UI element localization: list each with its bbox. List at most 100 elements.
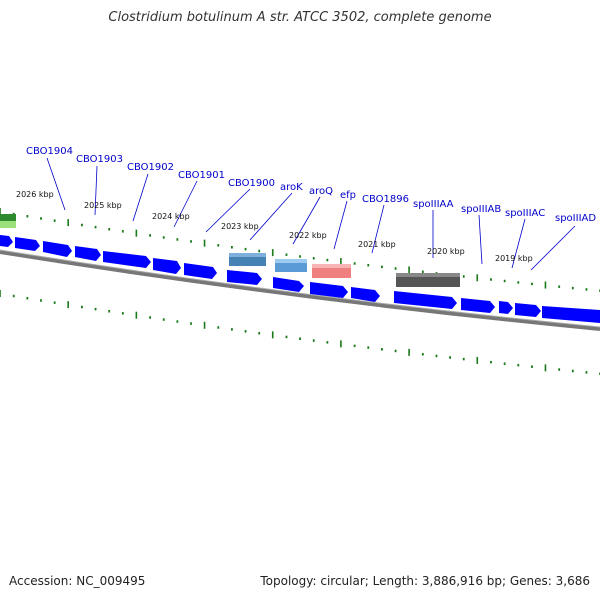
tick-mark (285, 253, 288, 256)
kbp-label: 2019 kbp (495, 254, 533, 263)
tick-mark (244, 247, 247, 251)
tick-mark (571, 369, 574, 373)
tick-mark (394, 267, 397, 270)
kbp-label: 2024 kbp (152, 212, 190, 221)
tick-mark (421, 353, 424, 356)
reverse-strand-genes (227, 270, 600, 323)
kbp-label: 2021 kbp (358, 240, 396, 249)
tick-mark (0, 290, 1, 297)
tick-mark (258, 249, 261, 253)
tick-mark (108, 227, 111, 231)
tick-mark (462, 275, 465, 278)
tick-mark (162, 236, 165, 239)
kbp-label: 2022 kbp (289, 231, 327, 240)
kbp-labels: 2026 kbp 2025 kbp 2024 kbp 2023 kbp 2022… (16, 190, 533, 263)
tick-mark (326, 341, 329, 344)
tick-mark (176, 238, 179, 241)
tick-mark (81, 223, 83, 227)
tick-mark (585, 288, 588, 291)
tick-mark (53, 219, 56, 222)
gene-arrow (542, 306, 600, 323)
tick-mark (217, 244, 220, 247)
tick-mark (381, 348, 383, 351)
gene-arrow (515, 303, 541, 317)
tick-mark (203, 239, 206, 247)
tick-mark (190, 240, 192, 243)
gene-arrow (394, 291, 457, 309)
tick-mark (299, 255, 301, 258)
tick-mark (558, 368, 561, 371)
tick-mark (544, 281, 547, 289)
tick-mark (135, 311, 138, 319)
gene-label: CBO1900 (228, 178, 275, 189)
tick-mark (121, 230, 124, 233)
tick-mark (299, 337, 301, 340)
gene-arrow (499, 301, 513, 314)
tick-mark (231, 246, 233, 249)
gene-arrow (75, 246, 101, 261)
kbp-label: 2025 kbp (84, 201, 122, 210)
genome-summary: Topology: circular; Length: 3,886,916 bp… (260, 574, 590, 588)
tick-mark (571, 286, 574, 290)
label-leader-lines (46, 157, 576, 271)
tick-mark (244, 330, 247, 333)
tick-mark (340, 340, 342, 348)
tick-mark (81, 305, 83, 309)
tick-mark (26, 297, 29, 300)
gene-arrow (0, 235, 13, 247)
tick-mark (231, 328, 233, 331)
tick-mark (94, 225, 97, 229)
tick-mark (340, 258, 342, 266)
tick-mark (490, 360, 492, 364)
forward-strand-genes (0, 235, 460, 287)
tick-mark (40, 217, 42, 220)
gene-arrow (227, 270, 262, 285)
gene-label: CBO1901 (178, 170, 225, 181)
tick-mark (531, 365, 533, 368)
tick-mark (517, 363, 520, 367)
tick-mark (26, 215, 29, 218)
tick-mark (67, 301, 69, 309)
kbp-label: 2026 kbp (16, 190, 54, 199)
inner-tick-marks (0, 290, 600, 375)
gene-arrow (103, 251, 151, 268)
gene-label: efp (340, 190, 356, 201)
tick-mark (135, 229, 138, 237)
gene-label: CBO1904 (26, 146, 73, 157)
tick-mark (421, 270, 424, 274)
tick-mark (408, 348, 410, 356)
tick-mark (435, 354, 438, 358)
tick-mark (367, 263, 370, 267)
tick-mark (381, 265, 383, 269)
edge-feature (0, 214, 16, 228)
gene-labels: CBO1904 CBO1903 CBO1902 CBO1901 CBO1900 … (26, 146, 596, 224)
tick-mark (503, 279, 506, 283)
gene-label: CBO1902 (127, 162, 174, 173)
gene-label: spoIIIAC (505, 208, 545, 219)
tick-mark (190, 322, 192, 325)
gene-label: aroQ (309, 186, 333, 197)
tick-mark (462, 357, 465, 361)
tick-mark (176, 320, 179, 323)
kbp-label: 2020 kbp (427, 247, 465, 256)
tick-mark (40, 299, 42, 302)
tick-mark (558, 285, 561, 288)
tick-mark (367, 346, 370, 349)
gene-arrow (351, 287, 380, 302)
tick-mark (490, 278, 492, 281)
gene-label: CBO1896 (362, 194, 409, 205)
tick-mark (162, 318, 165, 321)
kbp-label: 2023 kbp (221, 222, 259, 231)
tick-mark (285, 335, 288, 339)
tick-mark (271, 249, 274, 257)
tick-mark (585, 371, 588, 374)
tick-mark (258, 331, 261, 335)
tick-mark (121, 312, 124, 315)
gene-label: spoIIIAB (461, 204, 501, 215)
tick-mark (449, 356, 451, 359)
genome-backbone (0, 250, 600, 331)
tick-mark (476, 274, 479, 282)
tick-mark (353, 262, 356, 265)
tick-mark (394, 349, 397, 353)
